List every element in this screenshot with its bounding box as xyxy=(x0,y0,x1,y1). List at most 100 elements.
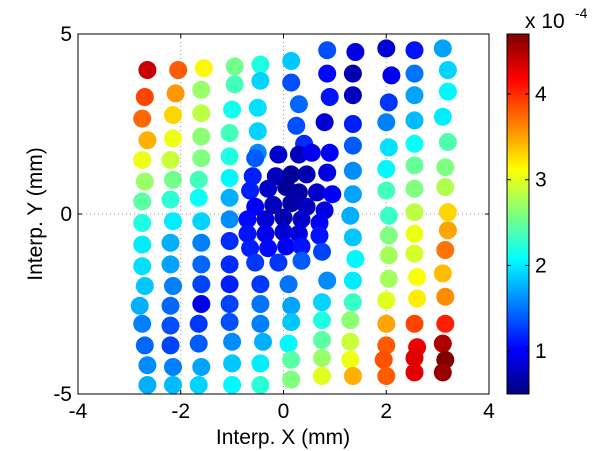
data-point xyxy=(274,223,293,241)
data-point xyxy=(282,313,301,331)
data-point xyxy=(343,293,362,312)
data-point xyxy=(374,350,393,369)
data-point xyxy=(405,111,424,130)
data-point xyxy=(377,160,396,178)
data-point xyxy=(161,151,180,169)
data-point xyxy=(438,221,457,240)
y-tick-label: -5 xyxy=(53,383,72,406)
data-point xyxy=(192,295,211,313)
data-point xyxy=(192,104,211,123)
x-axis-label: Interp. X (mm) xyxy=(216,426,350,449)
data-point xyxy=(433,39,452,58)
data-point xyxy=(220,255,239,274)
data-point xyxy=(220,313,239,331)
colorbar-tick-label: 3 xyxy=(535,169,547,192)
data-point xyxy=(433,264,452,283)
data-point xyxy=(192,212,211,231)
data-point xyxy=(318,163,337,182)
data-point xyxy=(315,113,334,132)
data-point xyxy=(223,376,242,394)
data-point xyxy=(313,311,331,330)
data-point xyxy=(220,188,239,207)
data-point xyxy=(313,242,331,261)
data-point xyxy=(256,210,275,229)
data-point xyxy=(292,210,311,229)
data-point xyxy=(192,149,211,168)
data-point xyxy=(248,98,267,117)
data-point xyxy=(164,212,182,231)
data-point xyxy=(133,151,152,169)
data-point xyxy=(433,334,452,353)
data-point xyxy=(133,214,152,232)
data-point xyxy=(318,271,337,290)
data-point xyxy=(436,314,455,333)
data-point xyxy=(438,82,457,101)
data-point xyxy=(282,296,301,315)
data-point xyxy=(133,109,152,128)
data-point xyxy=(292,237,311,256)
x-ticks: -4 -2 0 2 4 xyxy=(69,34,495,423)
data-point xyxy=(438,203,457,222)
data-point xyxy=(343,367,362,385)
data-point xyxy=(297,165,316,184)
data-point xyxy=(130,296,149,315)
data-point xyxy=(377,291,396,310)
data-point xyxy=(246,149,265,168)
data-point xyxy=(379,206,398,225)
data-point xyxy=(138,131,157,150)
data-point xyxy=(282,194,301,213)
data-point xyxy=(310,226,329,245)
data-point xyxy=(223,100,242,119)
data-point xyxy=(133,314,152,333)
data-point xyxy=(251,55,270,74)
x-tick-label: -2 xyxy=(171,400,190,423)
data-point xyxy=(408,268,427,286)
data-point xyxy=(433,107,452,126)
y-axis-label: Interp. Y (mm) xyxy=(24,147,47,280)
data-point xyxy=(220,169,239,187)
data-point xyxy=(310,214,329,232)
data-point xyxy=(302,143,321,162)
data-point xyxy=(220,124,239,142)
data-point xyxy=(254,332,272,351)
colorbar-tick-label: 1 xyxy=(535,340,547,363)
data-point xyxy=(405,134,424,153)
data-point xyxy=(251,354,270,373)
data-point xyxy=(259,239,278,258)
data-point xyxy=(241,239,260,258)
x-tick-label: 2 xyxy=(380,400,392,423)
data-point xyxy=(377,336,396,355)
data-point xyxy=(192,275,211,294)
data-point xyxy=(377,314,396,333)
data-point xyxy=(292,251,311,270)
data-point xyxy=(251,295,270,313)
data-point xyxy=(436,178,455,196)
data-point xyxy=(133,192,152,211)
data-point xyxy=(135,88,154,106)
data-point xyxy=(379,226,398,245)
data-point xyxy=(320,88,339,106)
data-point xyxy=(138,376,157,394)
data-point xyxy=(164,376,182,394)
data-point xyxy=(135,277,154,295)
y-tick-label: 5 xyxy=(60,23,72,46)
data-point xyxy=(405,314,424,333)
data-point xyxy=(382,66,401,85)
data-point xyxy=(282,350,301,369)
data-point xyxy=(377,113,396,132)
data-point xyxy=(220,275,239,294)
colorbar-ticks: 1 2 3 4 xyxy=(507,83,547,363)
data-point xyxy=(169,61,188,79)
data-point xyxy=(259,179,278,198)
data-point xyxy=(225,75,244,94)
data-point xyxy=(346,43,365,61)
data-point xyxy=(192,80,211,99)
data-point xyxy=(436,241,455,259)
data-point xyxy=(438,61,457,79)
data-point xyxy=(223,354,242,373)
data-point xyxy=(164,106,182,124)
data-point xyxy=(377,181,396,200)
data-point xyxy=(379,269,398,288)
data-point xyxy=(343,136,362,155)
